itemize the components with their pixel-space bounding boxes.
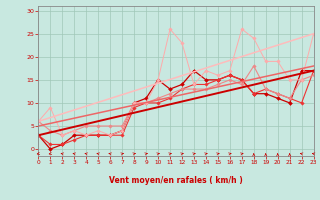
X-axis label: Vent moyen/en rafales ( km/h ): Vent moyen/en rafales ( km/h ) [109,176,243,185]
